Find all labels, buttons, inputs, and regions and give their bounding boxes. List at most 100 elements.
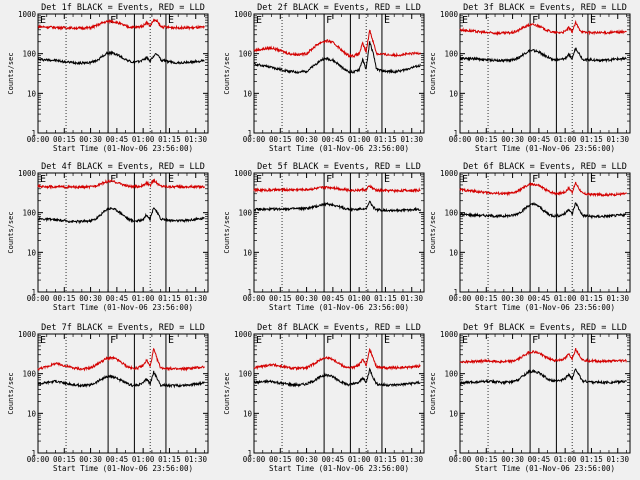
- x-tick-label: 01:15: [580, 294, 603, 303]
- y-axis-label: Counts/sec: [7, 211, 15, 253]
- x-axis-label: Start Time (01-Nov-06 23:56:00): [269, 464, 409, 473]
- chart-title: Det 3f BLACK = Events, RED = LLD: [463, 3, 627, 13]
- chart-title: Det 6f BLACK = Events, RED = LLD: [463, 162, 627, 172]
- x-tick-label: 00:30: [295, 294, 318, 303]
- series-line-lld: [459, 181, 627, 198]
- plot-frame: [253, 333, 425, 454]
- x-axis-label: Start Time (01-Nov-06 23:56:00): [269, 144, 409, 153]
- y-axis-label: Counts/sec: [429, 52, 437, 94]
- y-tick-label: 1000: [18, 330, 37, 339]
- y-tick-label: 1: [453, 129, 458, 138]
- chart-panel-1: Det 1f BLACK = Events, RED = LLD E F E 1 10 10…: [7, 3, 209, 153]
- marker-label: F: [326, 335, 332, 346]
- y-tick-label: 1: [247, 288, 252, 297]
- x-tick-label: 00:45: [528, 455, 551, 464]
- y-tick-label: 10: [243, 89, 253, 98]
- x-tick-label: 01:00: [348, 455, 371, 464]
- y-axis-label: Counts/sec: [429, 372, 437, 414]
- x-tick-label: 01:00: [132, 455, 155, 464]
- series-line-events: [459, 201, 627, 220]
- x-tick-label: 00:45: [322, 135, 345, 144]
- x-tick-label: 01:15: [158, 294, 181, 303]
- plot-frame: [253, 172, 425, 293]
- y-tick-label: 100: [238, 209, 252, 218]
- y-tick-label: 1: [453, 288, 458, 297]
- x-tick-label: 00:45: [106, 135, 129, 144]
- plot-frame: [253, 13, 425, 134]
- x-tick-label: 00:15: [475, 135, 498, 144]
- y-tick-label: 10: [27, 89, 37, 98]
- marker-label: E: [590, 174, 596, 185]
- series-line-events: [253, 200, 421, 213]
- series-line-events: [253, 41, 421, 75]
- y-axis-label: Counts/sec: [429, 211, 437, 253]
- x-tick-label: 00:15: [475, 455, 498, 464]
- y-tick-label: 1: [31, 288, 36, 297]
- y-tick-label: 1000: [234, 330, 253, 339]
- series-line-events: [459, 368, 627, 386]
- x-tick-label: 00:30: [79, 455, 102, 464]
- x-tick-label: 00:30: [79, 294, 102, 303]
- x-tick-label: 01:30: [400, 294, 423, 303]
- x-tick-label: 00:15: [269, 135, 292, 144]
- chart-panel-2: Det 2f BLACK = Events, RED = LLD E F E 1 10 10…: [223, 3, 425, 153]
- chart-title: Det 9f BLACK = Events, RED = LLD: [463, 323, 627, 333]
- x-axis-label: Start Time (01-Nov-06 23:56:00): [475, 144, 615, 153]
- y-tick-label: 10: [27, 248, 37, 257]
- marker-label: E: [40, 15, 46, 26]
- x-tick-label: 00:30: [501, 455, 524, 464]
- chart-title: Det 1f BLACK = Events, RED = LLD: [41, 3, 205, 13]
- x-tick-label: 00:15: [269, 294, 292, 303]
- y-tick-label: 100: [444, 370, 458, 379]
- y-axis-label: Counts/sec: [223, 211, 231, 253]
- marker-label: E: [590, 15, 596, 26]
- marker-label: F: [532, 15, 538, 26]
- series-line-events: [459, 47, 627, 63]
- marker-label: F: [326, 15, 332, 26]
- x-tick-label: 01:15: [158, 455, 181, 464]
- y-tick-label: 100: [22, 209, 36, 218]
- y-tick-label: 1000: [18, 169, 37, 178]
- x-tick-label: 00:45: [528, 294, 551, 303]
- chart-panel-3: Det 3f BLACK = Events, RED = LLD E F E 1 10 10…: [429, 3, 631, 153]
- y-tick-label: 100: [22, 50, 36, 59]
- x-tick-label: 00:15: [475, 294, 498, 303]
- x-tick-label: 01:30: [400, 455, 423, 464]
- y-tick-label: 1000: [440, 330, 459, 339]
- x-tick-label: 00:15: [53, 294, 76, 303]
- marker-label: E: [168, 15, 174, 26]
- x-tick-label: 01:00: [554, 455, 577, 464]
- x-axis-label: Start Time (01-Nov-06 23:56:00): [475, 303, 615, 312]
- x-tick-label: 01:30: [400, 135, 423, 144]
- series-line-events: [37, 207, 205, 225]
- x-tick-label: 00:45: [528, 135, 551, 144]
- x-tick-label: 00:45: [322, 455, 345, 464]
- x-tick-label: 00:15: [269, 455, 292, 464]
- x-tick-label: 00:30: [295, 135, 318, 144]
- plot-frame: [459, 333, 631, 454]
- series-line-lld: [37, 347, 205, 372]
- plot-frame: [459, 172, 631, 293]
- x-tick-label: 00:00: [243, 455, 266, 464]
- marker-label: E: [168, 174, 174, 185]
- x-tick-label: 00:00: [449, 294, 472, 303]
- y-tick-label: 1: [247, 129, 252, 138]
- series-line-lld: [253, 347, 421, 371]
- chart-panel-4: Det 4f BLACK = Events, RED = LLD E F E 1 10 10…: [7, 162, 209, 312]
- x-tick-label: 00:30: [79, 135, 102, 144]
- marker-label: E: [168, 335, 174, 346]
- x-tick-label: 01:15: [374, 294, 397, 303]
- x-tick-label: 01:30: [184, 294, 207, 303]
- marker-label: E: [590, 335, 596, 346]
- y-tick-label: 1000: [440, 169, 459, 178]
- chart-panel-5: Det 5f BLACK = Events, RED = LLD E F E 1 10 10…: [223, 162, 425, 312]
- marker-label: E: [462, 15, 468, 26]
- x-tick-label: 00:00: [27, 135, 50, 144]
- chart-title: Det 5f BLACK = Events, RED = LLD: [257, 162, 421, 172]
- marker-label: F: [532, 335, 538, 346]
- x-tick-label: 01:30: [606, 455, 629, 464]
- y-axis-label: Counts/sec: [7, 372, 15, 414]
- x-tick-label: 00:30: [501, 135, 524, 144]
- y-tick-label: 1000: [440, 10, 459, 19]
- y-tick-label: 1: [453, 449, 458, 458]
